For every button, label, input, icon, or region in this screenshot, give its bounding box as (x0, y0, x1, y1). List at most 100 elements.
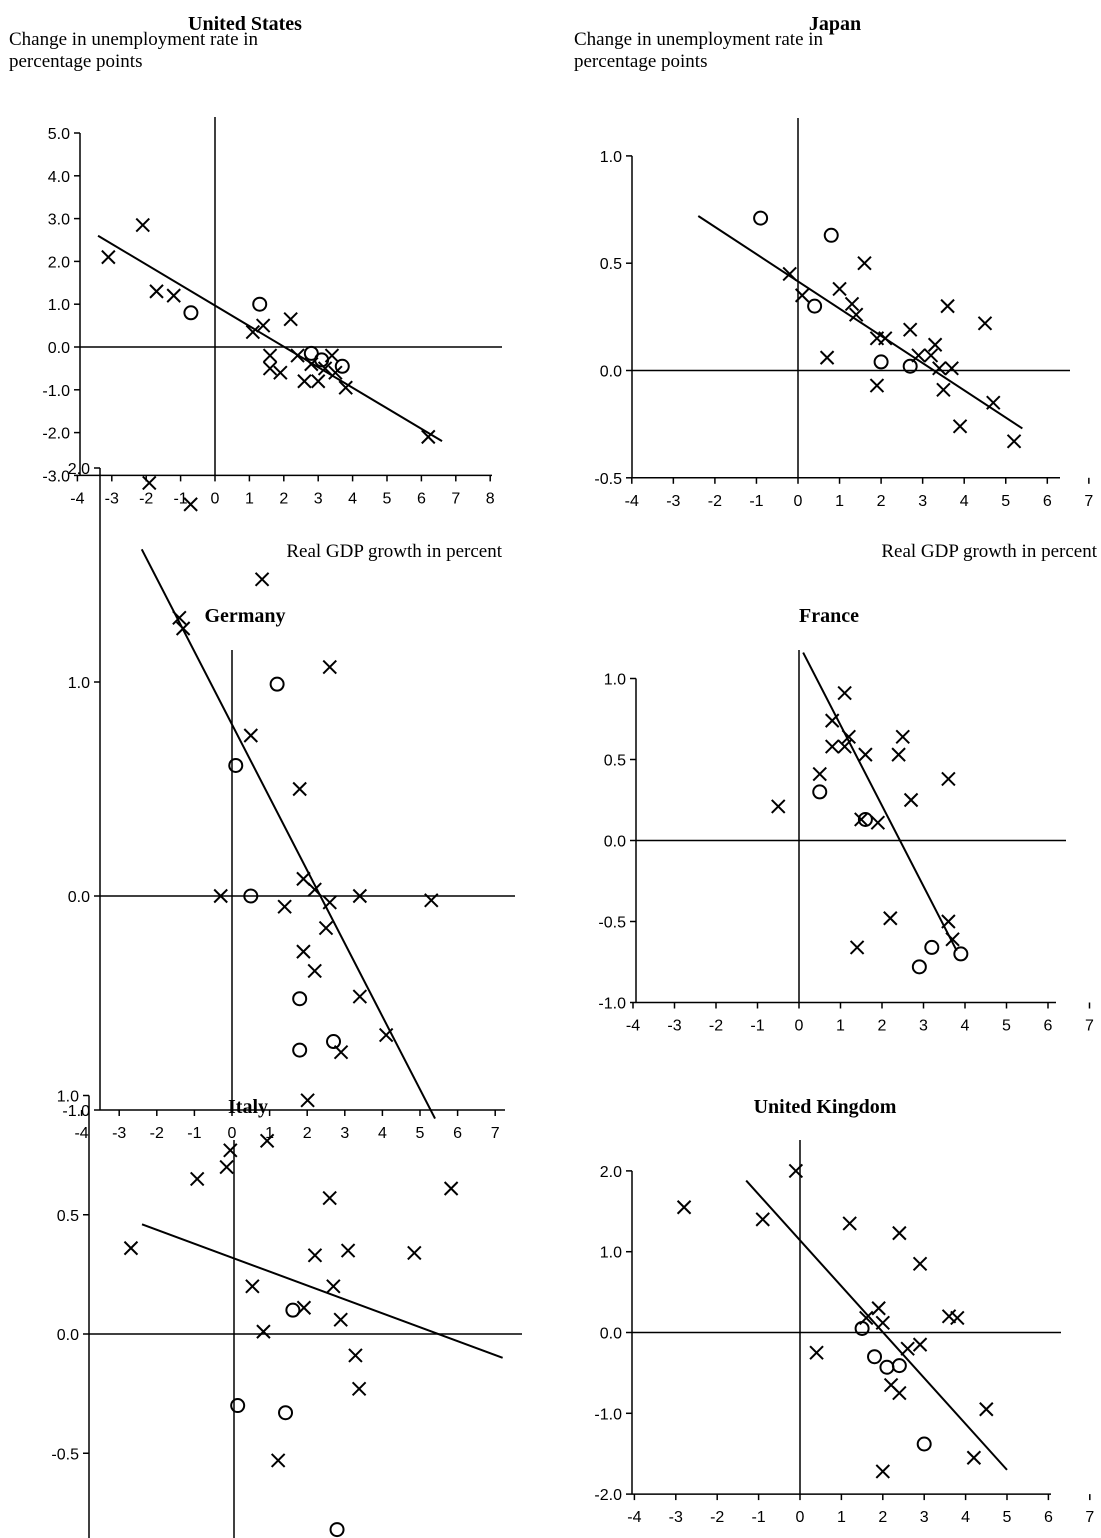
plot-area: -1.0 -0.5 0.0 0.5 1.0 -4 -3 -2 -1 0 1 2 3 4 5 6 7 (598, 650, 1094, 1035)
y-tick-label: 0.5 (604, 753, 626, 770)
y-tick-label: -0.5 (594, 471, 622, 488)
x-tick-label: 0 (795, 1018, 804, 1035)
x-marker-point (189, 1171, 205, 1187)
x-marker-point (270, 1453, 286, 1468)
x-tick-label: 5 (1003, 1509, 1012, 1526)
x-marker-point (944, 361, 959, 376)
x-marker-point (940, 298, 955, 314)
x-tick-label: -4 (70, 490, 84, 507)
x-marker-point (875, 1464, 891, 1479)
x-marker-point (245, 324, 261, 340)
x-marker-point (273, 365, 288, 380)
x-tick-label: 7 (1085, 1018, 1094, 1035)
y-tick-label: -1.0 (594, 1406, 622, 1423)
x-tick-label: 5 (383, 490, 392, 507)
x-tick-label: -1 (749, 493, 763, 510)
x-tick-label: 2 (878, 1509, 887, 1526)
x-tick-label: 3 (920, 1509, 929, 1526)
x-marker-point (142, 475, 157, 491)
y-tick-label: -3.0 (42, 468, 70, 485)
y-tick-label: 1.0 (48, 297, 70, 314)
x-marker-point (895, 729, 910, 745)
y-tick-label: 0.0 (600, 364, 622, 381)
circle-marker-point (230, 1398, 246, 1414)
x-marker-point (183, 497, 198, 512)
plot-area: -3.0 -2.0 -1.0 0.0 1.0 2.0 3.0 4.0 5.0 -4 -3 -2 -1 0 1… (42, 117, 502, 507)
x-marker-point (952, 419, 968, 434)
x-marker-point (941, 771, 956, 787)
chart-title: United States (188, 13, 302, 35)
chart-title: Germany (204, 605, 285, 627)
x-tick-label: 4 (348, 490, 357, 507)
x-tick-label: 1 (265, 1125, 274, 1142)
x-marker-point (307, 882, 322, 897)
x-marker-point (307, 1248, 323, 1263)
chart-title: France (799, 605, 859, 627)
y-tick-label: -2.0 (594, 1487, 622, 1504)
x-tick-label: 1 (837, 1509, 846, 1526)
x-tick-label: -2 (708, 493, 722, 510)
chart-title: Japan (809, 13, 861, 35)
circle-marker-point (269, 676, 285, 692)
x-marker-point (844, 296, 860, 312)
x-marker-point (424, 893, 439, 908)
circle-marker-point (228, 757, 244, 773)
x-tick-label: 4 (960, 493, 969, 510)
circle-marker-point (292, 1042, 308, 1058)
x-marker-point (812, 766, 827, 782)
x-tick-label: 3 (918, 493, 927, 510)
x-tick-label: 5 (416, 1125, 425, 1142)
x-marker-point (870, 815, 886, 830)
x-marker-point (223, 1143, 238, 1158)
x-marker-point (407, 1245, 422, 1261)
x-tick-label: -1 (751, 1509, 765, 1526)
x-marker-point (175, 621, 191, 636)
x-marker-point (277, 899, 292, 914)
x-marker-point (824, 739, 840, 754)
x-tick-label: 6 (1043, 493, 1052, 510)
x-marker-point (849, 940, 865, 955)
x-marker-point (1006, 434, 1022, 449)
y-tick-label: 2.0 (68, 461, 90, 478)
x-tick-label: 0 (228, 1125, 237, 1142)
x-marker-point (819, 350, 835, 365)
x-marker-point (936, 382, 951, 398)
x-tick-label: 2 (279, 490, 288, 507)
x-marker-point (310, 374, 326, 389)
y-tick-label: 1.0 (68, 675, 90, 692)
x-marker-point (842, 1216, 857, 1231)
x-marker-point (326, 1279, 341, 1294)
circle-marker-point (924, 939, 940, 955)
x-marker-point (443, 1181, 459, 1196)
x-tick-label: 2 (303, 1125, 312, 1142)
chart-title: Italy (228, 1096, 268, 1118)
x-tick-label: -3 (669, 1509, 683, 1526)
x-marker-point (912, 1337, 928, 1352)
circle-marker-point (807, 298, 823, 314)
x-marker-point (322, 1190, 337, 1206)
x-marker-point (911, 348, 926, 363)
x-axis-label: Real GDP growth in percent (286, 541, 502, 562)
x-marker-point (794, 288, 810, 303)
x-marker-point (255, 318, 271, 333)
x-marker-point (283, 311, 298, 327)
circle-marker-point (916, 1436, 932, 1452)
x-axis-label: Real GDP growth in percent (881, 541, 1097, 562)
x-marker-point (262, 361, 278, 376)
x-marker-point (755, 1212, 770, 1227)
y-tick-label: 3.0 (48, 212, 70, 229)
x-marker-point (854, 812, 869, 827)
y-tick-label: -0.5 (51, 1446, 79, 1463)
x-marker-point (243, 728, 259, 743)
x-tick-label: 0 (211, 490, 220, 507)
x-marker-point (979, 1402, 994, 1417)
x-tick-label: 6 (1044, 1509, 1053, 1526)
y-tick-label: 1.0 (600, 149, 622, 166)
x-tick-label: 8 (486, 490, 495, 507)
x-marker-point (297, 374, 312, 389)
y-tick-label: 0.5 (600, 256, 622, 273)
circle-marker-point (879, 1359, 895, 1375)
x-marker-point (348, 1348, 363, 1363)
x-marker-point (300, 1093, 315, 1108)
y-tick-label: -0.5 (598, 915, 626, 932)
